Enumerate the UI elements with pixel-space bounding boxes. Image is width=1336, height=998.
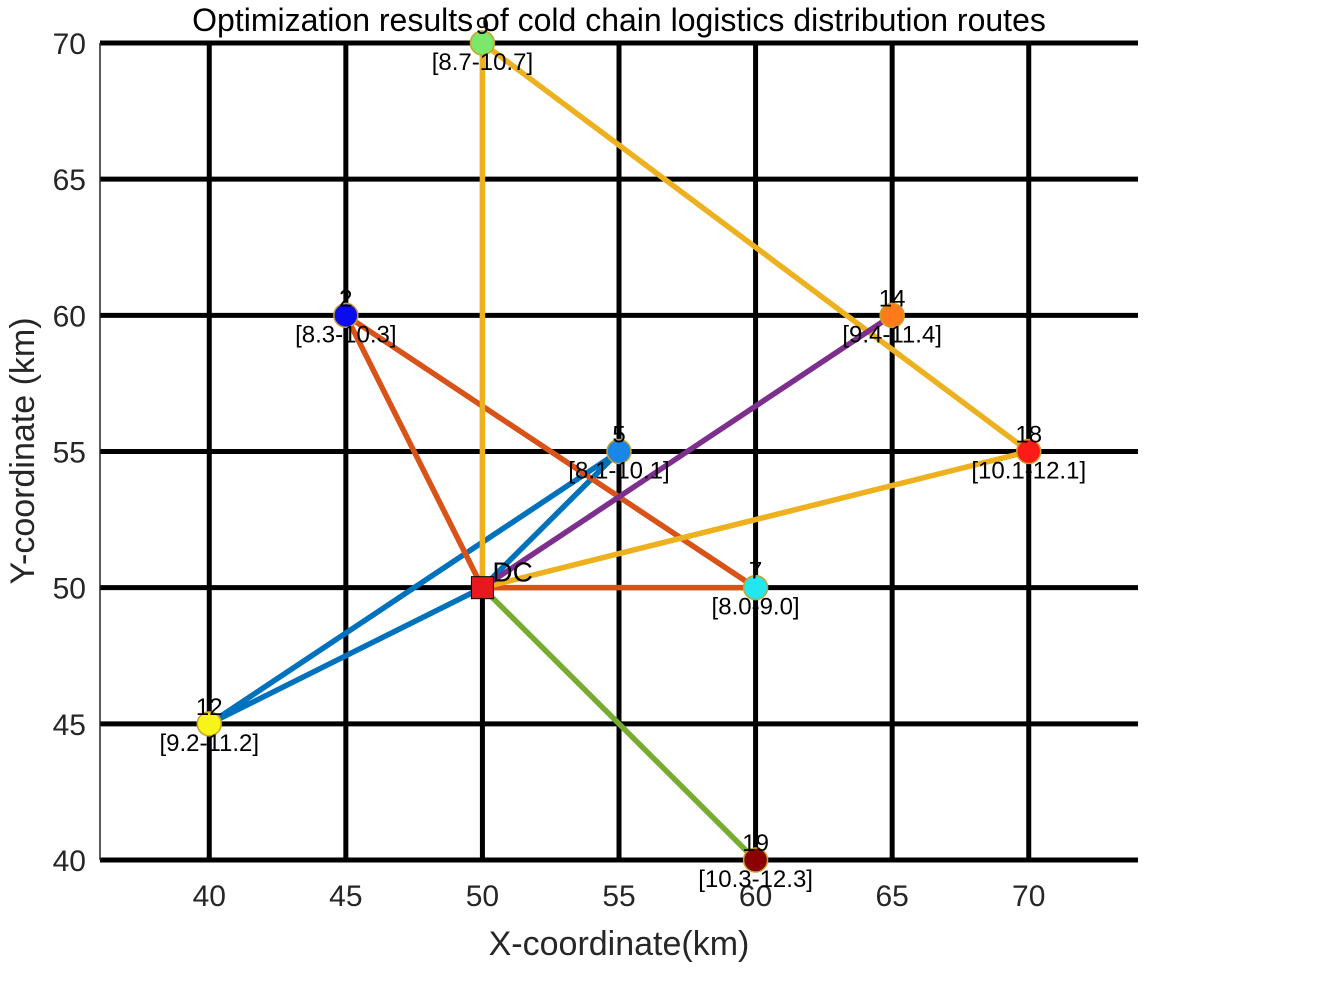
time-window-label-2: [8.3-10.3] [295,321,396,348]
y-tick-label-65: 65 [53,164,86,197]
time-window-label-9: [8.7-10.7] [432,49,533,76]
customer-marker-18 [1015,438,1042,465]
customer-id-label-19: 19 [742,830,769,857]
x-tick-label-65: 65 [875,880,908,913]
customer-marker-9 [469,30,496,56]
x-tick-label-45: 45 [329,880,362,913]
route-line-2 [338,307,765,591]
customer-id-label-9: 9 [476,13,489,40]
nodes [196,30,1042,873]
x-tick-label-70: 70 [1012,880,1045,913]
customer-marker-19 [742,847,769,873]
x-tick-label-50: 50 [466,880,499,913]
customer-marker-12 [196,711,223,737]
axes: 40 45 50 55 60 65 70 40 45 50 55 60 65 70 [53,28,1046,913]
y-tick-label-70: 70 [53,28,86,61]
route-line-1 [207,449,621,727]
route-line-4 [480,313,894,590]
depot-label: DC [492,557,532,588]
x-tick-label-60: 60 [739,880,772,913]
route-line-3 [479,37,1036,591]
customer-id-label-14: 14 [879,285,906,312]
chart-title: Optimization results of cold chain logis… [192,2,1046,38]
customer-id-label-5: 5 [612,422,625,449]
customer-id-label-2: 2 [339,285,352,312]
y-tick-label-60: 60 [53,300,86,333]
y-tick-label-50: 50 [53,573,86,606]
y-axis-title: Y-coordinate (km) [4,317,42,584]
y-tick-label-55: 55 [53,437,86,470]
y-tick-label-40: 40 [53,845,86,878]
time-window-label-7: [8.0-9.0] [712,594,800,621]
time-window-label-18: [10.1-12.1] [971,458,1086,485]
customer-id-label-18: 18 [1015,422,1042,449]
x-axis-title: X-coordinate(km) [489,925,750,963]
routes [207,37,1036,862]
customer-marker-2 [333,302,359,329]
labels: DC 9 [8.7-10.7] 2 [8.3-10.3] 14 [9.4-11.4] 5 [8.… [159,13,1086,893]
depot-marker [470,576,494,600]
time-window-label-14: [9.4-11.4] [842,321,942,348]
x-tick-label-55: 55 [602,880,635,913]
customer-marker-14 [879,302,905,329]
grid [100,40,1138,863]
y-tick-label-45: 45 [53,709,86,742]
time-window-label-12: [9.2-11.2] [159,730,259,757]
customer-id-label-7: 7 [749,558,762,585]
time-window-label-19: [10.3-12.3] [698,866,813,893]
customer-id-label-12: 12 [196,694,223,721]
time-window-label-5: [8.1-10.1] [568,458,669,485]
route-line-5 [480,585,758,862]
customer-marker-5 [606,438,632,465]
customer-marker-7 [742,574,769,601]
x-tick-label-40: 40 [193,880,226,913]
